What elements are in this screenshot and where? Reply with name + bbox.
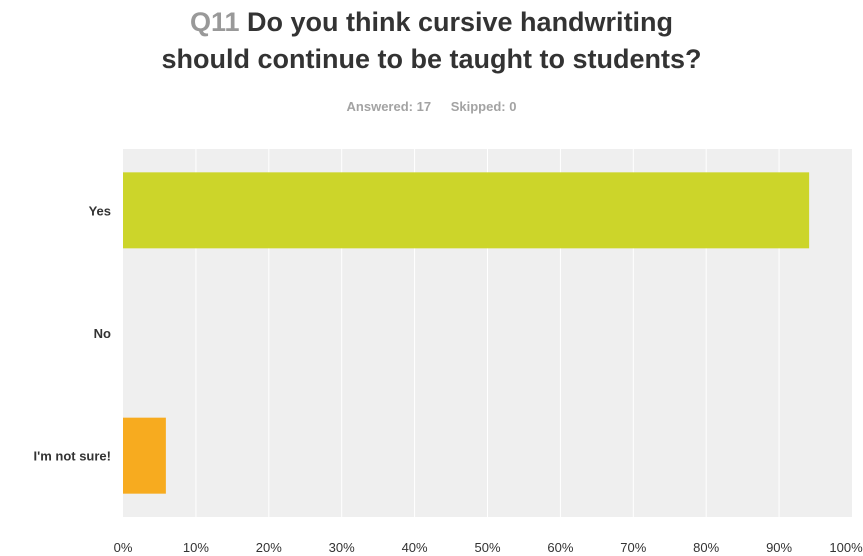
category-label: Yes (89, 203, 111, 218)
category-labels: Yes No I'm not sure! (34, 203, 112, 463)
answered-count: Answered: 17 (346, 99, 432, 114)
x-tick-label: 40% (402, 540, 428, 555)
x-tick-label: 70% (620, 540, 646, 555)
x-tick-label: 10% (183, 540, 209, 555)
question-text-line2: should continue to be taught to students… (161, 44, 702, 74)
x-tick-label: 100% (829, 540, 863, 555)
x-tick-label: 80% (693, 540, 719, 555)
category-label: No (94, 326, 111, 341)
x-tick-label: 30% (329, 540, 355, 555)
x-tick-label: 60% (547, 540, 573, 555)
bars (123, 172, 810, 494)
question-text-line1: Do you think cursive handwriting (247, 7, 674, 37)
bar-2 (123, 417, 166, 494)
question-title: Q11 Do you think cursive handwriting sho… (0, 4, 863, 78)
tick-labels: 0% 10% 20% 30% 40% 50% 60% 70% 80% 90% 100% (114, 540, 863, 555)
question-number: Q11 (189, 7, 240, 37)
x-tick-label: 90% (766, 540, 792, 555)
skipped-count: Skipped: 0 (450, 99, 517, 114)
bar-0 (123, 172, 810, 249)
category-label: I'm not sure! (34, 449, 112, 464)
response-summary: Answered: 17 Skipped: 0 (0, 99, 863, 114)
x-tick-label: 50% (474, 540, 500, 555)
x-tick-label: 20% (256, 540, 282, 555)
x-tick-label: 0% (114, 540, 133, 555)
